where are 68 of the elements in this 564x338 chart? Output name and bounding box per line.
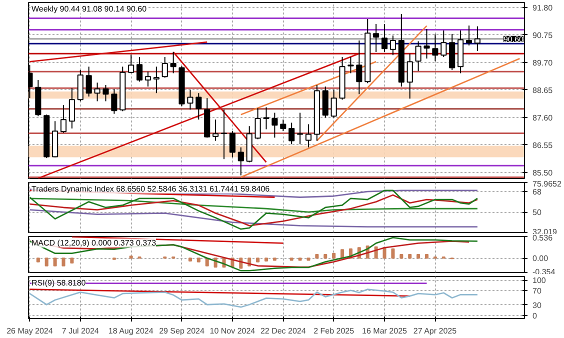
y-tick-label: 0.536 (532, 234, 554, 242)
candlestick (297, 112, 304, 145)
candlestick (356, 40, 362, 95)
y-tick-label: 68 (532, 188, 542, 197)
candlestick (102, 84, 109, 102)
y-tick-label: 88.65 (532, 86, 554, 95)
candlestick (153, 66, 160, 94)
y-tick-label: 30 (532, 300, 542, 310)
y-tick-label: 70 (532, 286, 542, 296)
x-tick-label: 29 Sep 2024 (159, 326, 206, 336)
candlestick (288, 122, 295, 145)
x-tick-label: 22 Dec 2024 (260, 326, 306, 336)
candlestick (381, 23, 388, 52)
candlestick (424, 28, 430, 60)
candlestick (406, 53, 413, 100)
candlestick (220, 109, 228, 160)
candlestick (212, 119, 219, 142)
x-tick-label: 7 Jul 2024 (62, 326, 100, 336)
candlestick (136, 56, 143, 82)
candlestick (94, 82, 100, 102)
candlestick (229, 130, 236, 158)
candlestick (432, 34, 438, 62)
y-tick-label: 86.55 (532, 140, 554, 150)
candlestick (86, 66, 92, 98)
candlestick (60, 104, 67, 134)
candlestick (440, 30, 447, 58)
candlestick (196, 92, 202, 120)
chart-title: Weekly 90.44 91.08 90.14 90.60 (32, 4, 148, 14)
candlestick (280, 119, 286, 132)
candlestick (144, 71, 152, 88)
y-tick-label: 91.80 (532, 3, 554, 12)
candlestick (305, 124, 312, 148)
candlestick (128, 54, 134, 74)
candlestick (238, 146, 244, 176)
y-tick-label: 87.60 (532, 113, 554, 122)
candlestick (390, 35, 396, 56)
candlestick (170, 52, 176, 74)
y-tick-label: 100 (532, 276, 546, 286)
x-tick-label: 26 May 2024 (6, 326, 54, 336)
candlestick (187, 89, 194, 110)
x-tick-label: 10 Nov 2024 (210, 326, 256, 336)
x-tick-label: 18 Aug 2024 (108, 326, 154, 336)
chart-title: RSI(9) 58.8180 (32, 278, 86, 288)
y-tick-label: 85.50 (532, 168, 554, 178)
chart-title: Traders Dynamic Index 68.6560 52.5846 36.3131 61.7441 59.8406 (32, 184, 270, 194)
candlestick (474, 26, 480, 52)
candlestick (330, 89, 337, 118)
chart-title: MACD (12,20,9) 0.000 0.373 0.373 (32, 238, 157, 248)
candlestick (272, 112, 278, 138)
candlestick (254, 108, 261, 140)
y-tick-label: 0.00 (532, 254, 549, 264)
y-tick-label: 75.9652 (532, 180, 562, 188)
y-tick-label: 50 (532, 208, 542, 218)
y-tick-label: 90.75 (532, 30, 554, 40)
candlestick (68, 88, 75, 129)
y-tick-label: 89.70 (532, 58, 554, 68)
candlestick (373, 23, 380, 52)
candlestick (162, 56, 168, 78)
candlestick (466, 25, 472, 46)
x-tick-label: 16 Mar 2025 (362, 326, 408, 336)
candlestick (415, 40, 422, 72)
candlestick (263, 106, 270, 130)
candlestick (348, 56, 354, 74)
ref-line-label: 90.60 (503, 34, 524, 44)
y-tick-label: 0 (532, 312, 538, 321)
x-tick-label: 27 Apr 2025 (413, 326, 458, 336)
x-tick-label: 2 Feb 2025 (314, 326, 355, 336)
candlestick (111, 88, 118, 114)
